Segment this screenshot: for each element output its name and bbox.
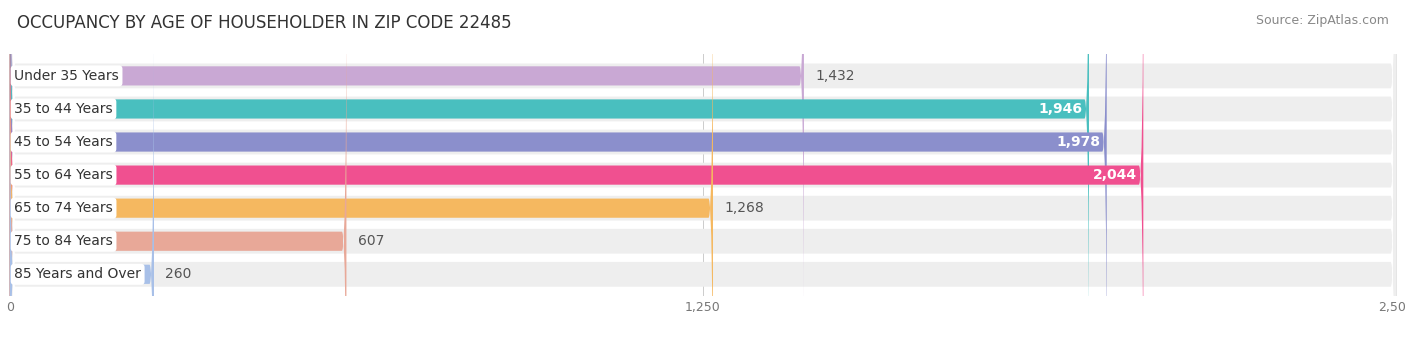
FancyBboxPatch shape <box>10 0 1396 340</box>
Text: 45 to 54 Years: 45 to 54 Years <box>14 135 112 149</box>
Text: 1,978: 1,978 <box>1056 135 1099 149</box>
FancyBboxPatch shape <box>10 0 1396 340</box>
FancyBboxPatch shape <box>10 0 1143 340</box>
Text: 65 to 74 Years: 65 to 74 Years <box>14 201 112 215</box>
Text: Under 35 Years: Under 35 Years <box>14 69 120 83</box>
FancyBboxPatch shape <box>10 0 713 340</box>
Text: 2,044: 2,044 <box>1092 168 1136 182</box>
FancyBboxPatch shape <box>10 0 1107 340</box>
Text: 607: 607 <box>357 234 384 248</box>
Text: 260: 260 <box>165 267 191 281</box>
FancyBboxPatch shape <box>10 0 1396 340</box>
FancyBboxPatch shape <box>10 19 155 340</box>
Text: 1,946: 1,946 <box>1038 102 1083 116</box>
Text: 1,432: 1,432 <box>815 69 855 83</box>
Text: 1,268: 1,268 <box>724 201 763 215</box>
Text: 35 to 44 Years: 35 to 44 Years <box>14 102 112 116</box>
FancyBboxPatch shape <box>10 0 1396 340</box>
FancyBboxPatch shape <box>10 0 1396 340</box>
FancyBboxPatch shape <box>10 0 346 340</box>
Text: 75 to 84 Years: 75 to 84 Years <box>14 234 112 248</box>
FancyBboxPatch shape <box>10 0 1090 340</box>
FancyBboxPatch shape <box>10 0 804 331</box>
Text: Source: ZipAtlas.com: Source: ZipAtlas.com <box>1256 14 1389 27</box>
Text: 55 to 64 Years: 55 to 64 Years <box>14 168 112 182</box>
Text: 85 Years and Over: 85 Years and Over <box>14 267 141 281</box>
Text: OCCUPANCY BY AGE OF HOUSEHOLDER IN ZIP CODE 22485: OCCUPANCY BY AGE OF HOUSEHOLDER IN ZIP C… <box>17 14 512 32</box>
FancyBboxPatch shape <box>10 0 1396 340</box>
FancyBboxPatch shape <box>10 0 1396 340</box>
